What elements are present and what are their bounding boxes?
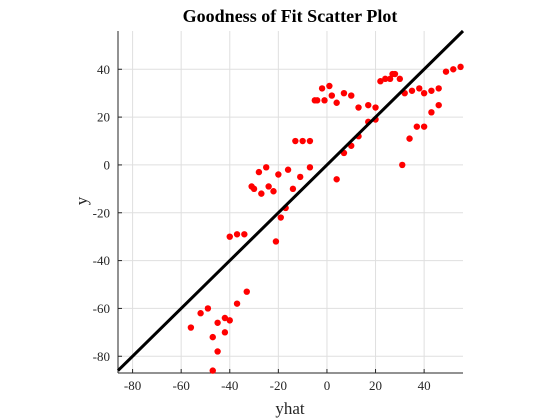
data-point (265, 183, 272, 190)
data-point (372, 104, 379, 111)
data-point (416, 85, 423, 92)
y-tick-label: -80 (93, 349, 110, 364)
data-point (297, 173, 304, 181)
data-point (270, 188, 277, 195)
data-point (420, 123, 428, 130)
data-point (204, 305, 212, 312)
data-point (209, 333, 216, 341)
data-point (413, 123, 421, 130)
data-point (435, 101, 442, 109)
data-point (348, 92, 355, 99)
data-point (340, 89, 348, 97)
data-points (187, 63, 464, 374)
grid (118, 31, 463, 373)
data-point (255, 168, 263, 176)
data-point (277, 214, 284, 221)
data-point (275, 171, 282, 178)
data-point (399, 161, 406, 169)
data-point (333, 99, 340, 106)
data-point (328, 92, 336, 99)
data-point (214, 348, 221, 355)
x-axis-label: yhat (275, 399, 305, 418)
y-tick-label: -60 (93, 301, 110, 316)
y-tick-label: -20 (93, 205, 110, 220)
data-point (233, 231, 241, 238)
data-point (408, 87, 416, 94)
y-tick-label: 20 (97, 110, 110, 125)
data-point (226, 233, 233, 240)
y-axis-label: y (72, 196, 91, 205)
data-point (221, 329, 229, 336)
data-point (386, 75, 394, 83)
axis-ticks: -80 -60 -40 -20 0 20 40 -80 -60 -40 -20 0 20 40 (93, 62, 431, 393)
data-point (214, 319, 221, 326)
y-tick-label: -40 (93, 253, 110, 268)
data-point (326, 82, 333, 90)
data-point (226, 317, 233, 324)
data-point (428, 109, 435, 116)
data-point (263, 164, 270, 171)
data-point (233, 300, 241, 307)
data-point (365, 101, 372, 109)
reference-line (116, 29, 465, 372)
fit-line-layer (116, 29, 465, 372)
data-point (450, 66, 457, 73)
data-point (420, 89, 428, 97)
axes-box (117, 31, 463, 374)
x-tick-label: 0 (324, 378, 331, 393)
data-point (306, 137, 314, 145)
data-point (258, 190, 265, 197)
data-point (435, 85, 442, 92)
data-point (187, 324, 195, 331)
x-tick-label: -80 (124, 378, 141, 393)
data-point (377, 78, 384, 85)
chart-title: Goodness of Fit Scatter Plot (183, 6, 398, 26)
data-point (391, 70, 399, 78)
x-tick-label: 20 (369, 378, 382, 393)
data-point (250, 185, 258, 193)
data-point (321, 97, 328, 104)
data-point (289, 185, 297, 193)
data-point (209, 367, 216, 374)
x-tick-label: -20 (270, 378, 287, 393)
data-point (272, 238, 280, 245)
data-point (314, 97, 321, 104)
data-point (406, 135, 413, 142)
data-point (306, 164, 314, 171)
x-tick-label: -60 (172, 378, 189, 393)
data-point (355, 104, 362, 111)
data-point (428, 87, 435, 94)
data-point (442, 68, 450, 75)
data-point (333, 176, 340, 183)
x-tick-label: 40 (418, 378, 431, 393)
data-point (197, 310, 204, 317)
data-point (284, 166, 292, 173)
data-point (243, 288, 250, 295)
data-point (299, 137, 306, 145)
data-point (221, 314, 229, 322)
y-tick-label: 40 (97, 62, 110, 77)
data-point (318, 85, 326, 92)
x-tick-label: -40 (221, 378, 238, 393)
data-point (292, 137, 299, 145)
data-point (241, 231, 248, 238)
y-tick-label: 0 (104, 157, 111, 172)
data-point (396, 75, 404, 83)
data-point (382, 75, 389, 83)
data-point (457, 63, 464, 71)
